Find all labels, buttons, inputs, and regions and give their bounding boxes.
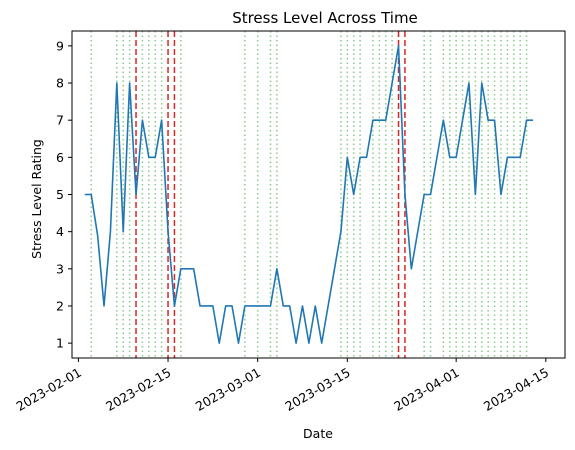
y-tick-label: 1 <box>56 336 64 351</box>
y-tick-label: 7 <box>56 113 64 128</box>
x-tick-label: 2023-04-01 <box>391 365 461 414</box>
y-tick-label: 3 <box>56 261 64 276</box>
y-tick-label: 9 <box>56 38 64 53</box>
y-tick-label: 2 <box>56 298 64 313</box>
x-tick-label: 2023-03-01 <box>193 365 263 414</box>
y-tick-label: 8 <box>56 76 64 91</box>
chart-title: Stress Level Across Time <box>232 9 418 27</box>
x-axis-label: Date <box>303 426 333 441</box>
y-tick-label: 6 <box>56 150 64 165</box>
series-layer <box>84 45 533 344</box>
x-tick-label: 2023-02-01 <box>13 365 83 414</box>
y-tick-label: 4 <box>56 224 64 239</box>
x-tick-label: 2023-03-15 <box>282 365 352 414</box>
marker-lines <box>90 31 528 358</box>
x-axis: 2023-02-01 2023-02-15 2023-03-01 2023-03-15… <box>13 358 551 414</box>
y-axis: 1 2 3 4 5 6 7 8 9 <box>56 38 72 351</box>
x-tick-label: 2023-02-15 <box>103 365 173 414</box>
plot-frame <box>71 30 566 359</box>
y-axis-label: Stress Level Rating <box>29 139 44 259</box>
series-line <box>84 45 533 344</box>
x-tick-label: 2023-04-15 <box>481 365 551 414</box>
y-tick-label: 5 <box>56 187 64 202</box>
